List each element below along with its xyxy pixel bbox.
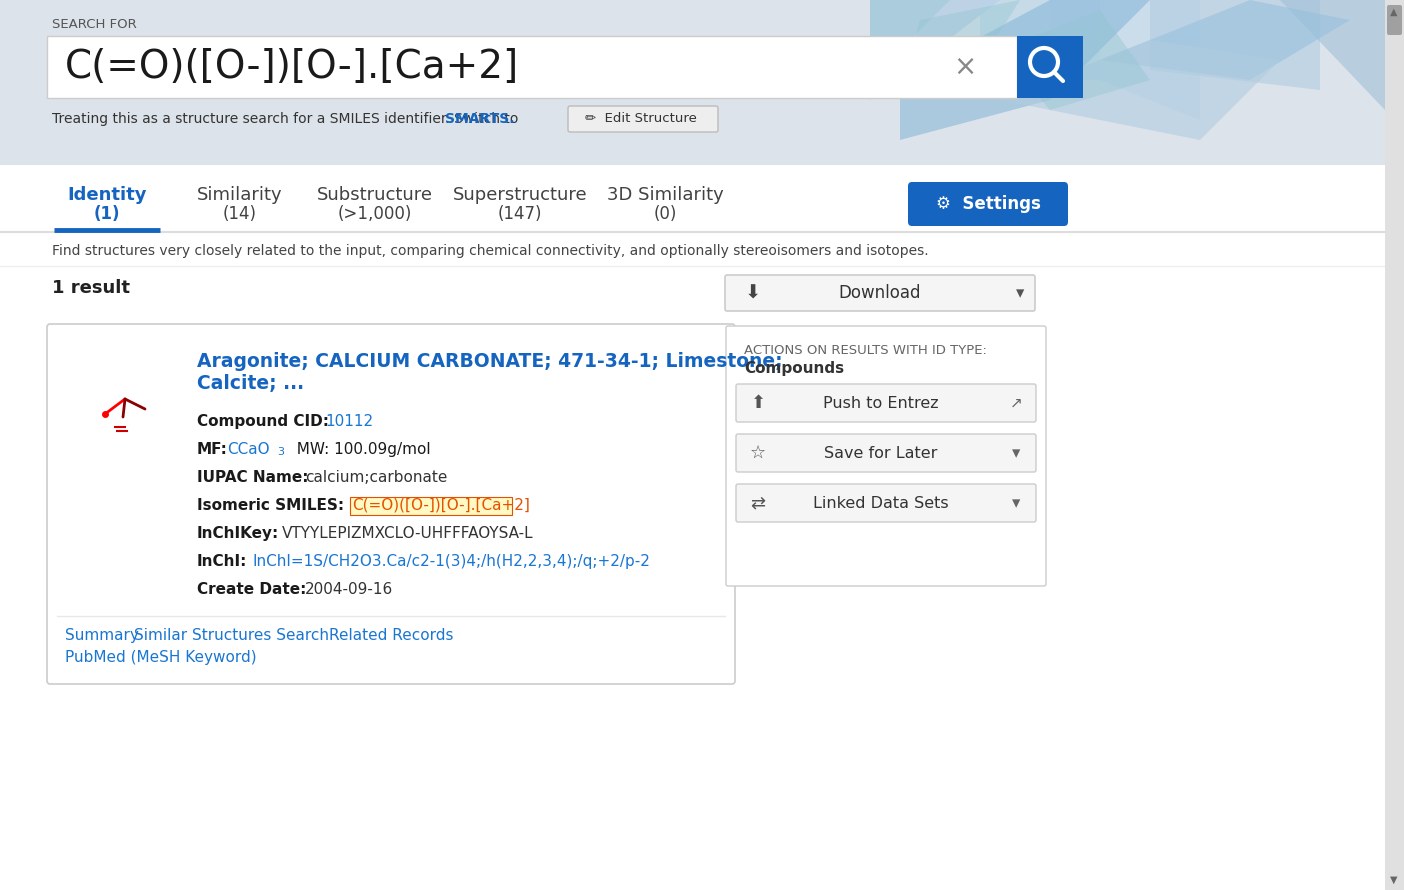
Text: ☆: ☆: [750, 444, 767, 462]
Text: Create Date:: Create Date:: [197, 582, 306, 597]
Text: SEARCH FOR: SEARCH FOR: [52, 18, 136, 31]
Text: ✏  Edit Structure: ✏ Edit Structure: [585, 112, 696, 125]
Bar: [46, 36, 1016, 98]
Text: ▾: ▾: [1016, 284, 1024, 302]
Text: ×: ×: [953, 53, 977, 81]
Text: CCaO: CCaO: [227, 442, 270, 457]
Polygon shape: [870, 0, 1000, 100]
Text: Aragonite; CALCIUM CARBONATE; 471-34-1; Limestone;: Aragonite; CALCIUM CARBONATE; 471-34-1; …: [197, 352, 782, 371]
Text: ⇄: ⇄: [750, 494, 765, 512]
Text: MW: 100.09g/mol: MW: 100.09g/mol: [286, 442, 431, 457]
Text: Find structures very closely related to the input, comparing chemical connectivi: Find structures very closely related to …: [52, 244, 928, 258]
Text: ACTIONS ON RESULTS WITH ID TYPE:: ACTIONS ON RESULTS WITH ID TYPE:: [744, 344, 987, 357]
Text: MF:: MF:: [197, 442, 227, 457]
Polygon shape: [1000, 10, 1150, 110]
Text: Similarity: Similarity: [197, 186, 282, 204]
Text: ⬆: ⬆: [750, 394, 765, 412]
Text: InChI:: InChI:: [197, 554, 247, 569]
Text: Save for Later: Save for Later: [824, 446, 938, 460]
Text: ▾: ▾: [1012, 494, 1021, 512]
Text: ▲: ▲: [1390, 7, 1398, 17]
Bar: [1016, 36, 1082, 98]
FancyBboxPatch shape: [46, 324, 736, 684]
Text: C(=O)([O-])[O-].[Ca+2]: C(=O)([O-])[O-].[Ca+2]: [65, 48, 519, 86]
Text: Treating this as a structure search for a SMILES identifier. Switch to: Treating this as a structure search for …: [52, 112, 522, 126]
Polygon shape: [1050, 0, 1200, 120]
FancyBboxPatch shape: [736, 434, 1036, 472]
Text: 10112: 10112: [324, 414, 373, 429]
Text: calcium;carbonate: calcium;carbonate: [305, 470, 448, 485]
Text: Substructure: Substructure: [317, 186, 432, 204]
FancyBboxPatch shape: [569, 106, 717, 132]
Text: 3: 3: [277, 447, 284, 457]
Text: C(=O)([O-])[O-].[Ca+2]: C(=O)([O-])[O-].[Ca+2]: [352, 498, 529, 513]
Text: (147): (147): [498, 205, 542, 223]
Text: Compound CID:: Compound CID:: [197, 414, 329, 429]
Polygon shape: [1150, 0, 1320, 90]
Text: InChI=1S/CH2O3.Ca/c2-1(3)4;/h(H2,2,3,4);/q;+2/p-2: InChI=1S/CH2O3.Ca/c2-1(3)4;/h(H2,2,3,4);…: [253, 554, 651, 569]
Text: InChIKey:: InChIKey:: [197, 526, 279, 541]
FancyBboxPatch shape: [1387, 5, 1403, 35]
Text: ⚙  Settings: ⚙ Settings: [935, 195, 1040, 213]
Polygon shape: [980, 0, 1099, 80]
Text: Download: Download: [838, 284, 921, 302]
FancyBboxPatch shape: [908, 182, 1068, 226]
Text: Related Records: Related Records: [329, 628, 453, 643]
Polygon shape: [870, 0, 951, 80]
Text: VTYYLEPIZMXCLO-UHFFFAOYSA-L: VTYYLEPIZMXCLO-UHFFFAOYSA-L: [282, 526, 534, 541]
Text: (1): (1): [94, 205, 121, 223]
Text: 3D Similarity: 3D Similarity: [607, 186, 723, 204]
Polygon shape: [1280, 0, 1384, 110]
Text: (14): (14): [223, 205, 257, 223]
FancyBboxPatch shape: [736, 384, 1036, 422]
Text: (0): (0): [653, 205, 677, 223]
FancyBboxPatch shape: [726, 326, 1046, 586]
Text: ⬇: ⬇: [744, 284, 761, 303]
Text: (>1,000): (>1,000): [338, 205, 413, 223]
Text: ↗: ↗: [1009, 395, 1022, 410]
Text: Superstructure: Superstructure: [452, 186, 587, 204]
FancyBboxPatch shape: [724, 275, 1035, 311]
Text: SMARTS.: SMARTS.: [445, 112, 514, 126]
Bar: [0, 165, 1384, 890]
Text: IUPAC Name:: IUPAC Name:: [197, 470, 309, 485]
Bar: [350, 497, 512, 515]
Polygon shape: [1099, 0, 1351, 80]
Polygon shape: [900, 0, 1150, 140]
Text: PubMed (MeSH Keyword): PubMed (MeSH Keyword): [65, 650, 257, 665]
Text: Compounds: Compounds: [744, 361, 844, 376]
Text: Similar Structures Search: Similar Structures Search: [133, 628, 329, 643]
Text: Identity: Identity: [67, 186, 147, 204]
Bar: [0, 0, 1384, 165]
Text: Calcite; ...: Calcite; ...: [197, 374, 305, 393]
Text: 2004-09-16: 2004-09-16: [305, 582, 393, 597]
Bar: [1384, 0, 1404, 890]
Text: ▾: ▾: [1012, 444, 1021, 462]
Text: ▼: ▼: [1390, 875, 1398, 885]
Polygon shape: [1000, 40, 1280, 140]
FancyBboxPatch shape: [736, 484, 1036, 522]
Text: Push to Entrez: Push to Entrez: [823, 395, 939, 410]
Polygon shape: [900, 0, 1019, 90]
Text: Summary: Summary: [65, 628, 139, 643]
Text: Isomeric SMILES:: Isomeric SMILES:: [197, 498, 344, 513]
Text: 1 result: 1 result: [52, 279, 131, 297]
Text: Linked Data Sets: Linked Data Sets: [813, 496, 949, 511]
